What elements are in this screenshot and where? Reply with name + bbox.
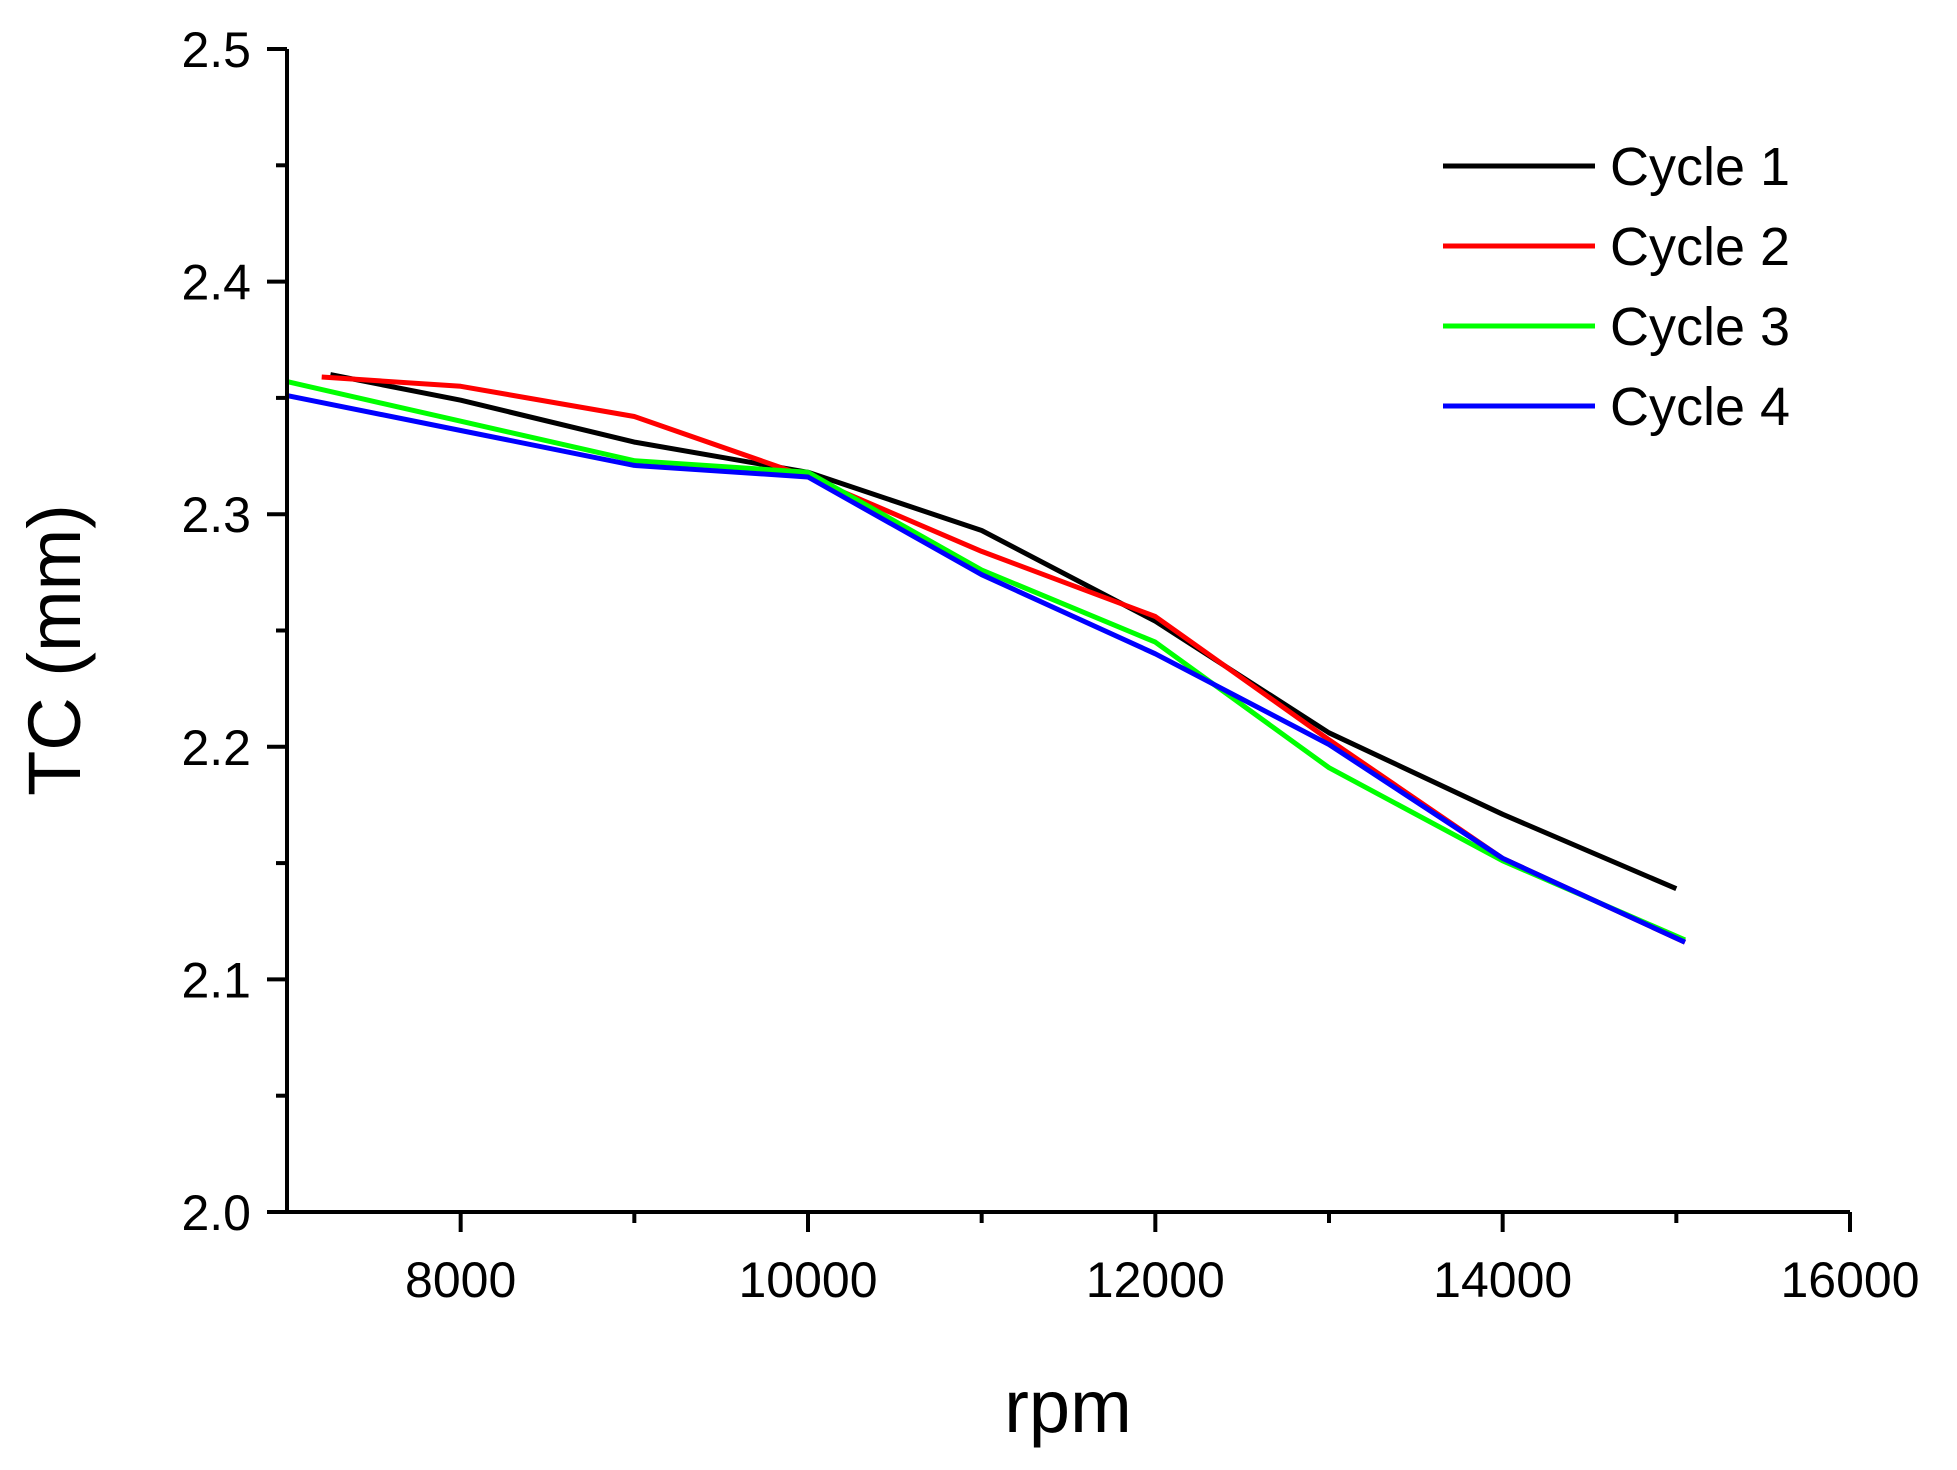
series-line-cycle-1 [329,372,1678,891]
x-tick-label: 10000 [738,1252,877,1308]
x-axis-title: rpm [1004,1365,1131,1448]
y-tick-label: 2.5 [181,22,251,78]
axes: 2.0 2.1 2.2 2.3 2.4 2.5 8000 10000 12000 14000 160… [181,22,1919,1308]
legend-label-cycle-2: Cycle 2 [1610,217,1790,277]
x-tick-label: 8000 [405,1252,516,1308]
legend: Cycle 1 Cycle 2 Cycle 3 Cycle 4 [1443,137,1790,437]
x-tick-label: 12000 [1086,1252,1225,1308]
legend-label-cycle-4: Cycle 4 [1610,377,1790,437]
series-line-cycle-2 [321,374,1687,945]
legend-label-cycle-3: Cycle 3 [1610,297,1790,357]
y-tick-label: 2.1 [181,952,251,1008]
y-tick-label: 2.0 [181,1185,251,1241]
y-tick-label: 2.2 [181,720,251,776]
y-tick-label: 2.3 [181,487,251,543]
x-tick-label: 16000 [1780,1252,1919,1308]
series-line-cycle-3 [286,379,1686,943]
series-line-cycle-4 [286,393,1687,945]
series-layer [286,372,1687,945]
x-tick-label: 14000 [1433,1252,1572,1308]
y-axis-title: TC (mm) [13,504,96,796]
legend-label-cycle-1: Cycle 1 [1610,137,1790,197]
y-tick-label: 2.4 [181,255,251,311]
